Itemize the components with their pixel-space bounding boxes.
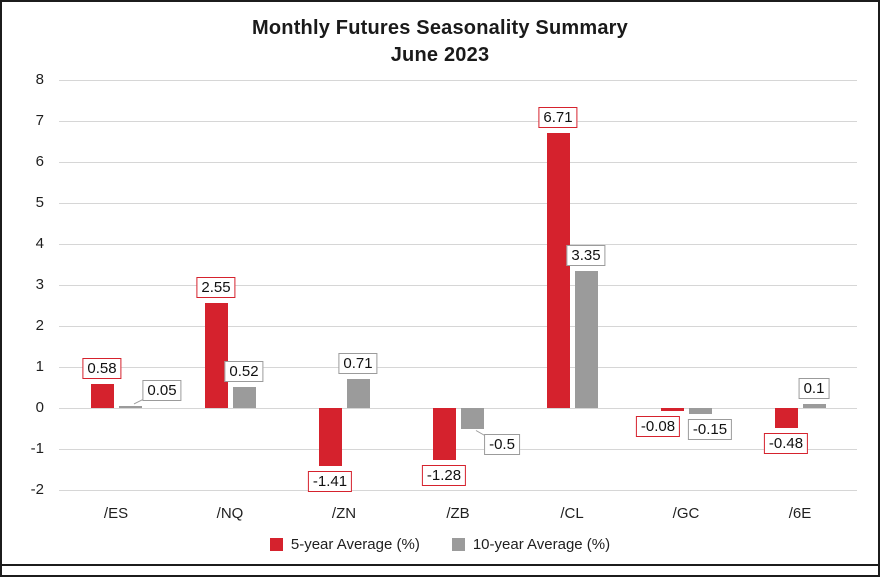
- data-label: 0.58: [82, 358, 122, 380]
- y-axis-tick-label: -1: [30, 440, 44, 457]
- x-axis-category-label: /NQ: [216, 505, 244, 522]
- gridline: [59, 449, 857, 450]
- gridline: [59, 490, 857, 491]
- bar-5-year-cl: [546, 132, 570, 408]
- data-label: -1.28: [421, 465, 467, 487]
- bar-10-year-zn: [346, 378, 370, 408]
- y-axis-tick-label: 2: [35, 317, 44, 334]
- bar-10-year-nq: [232, 386, 256, 408]
- gridline: [59, 326, 857, 327]
- bar-5-year-es: [90, 384, 114, 408]
- data-label: 3.35: [566, 244, 606, 266]
- x-axis-category-label: /CL: [560, 505, 584, 522]
- x-axis-category-label: /ES: [103, 505, 129, 522]
- gridline: [59, 285, 857, 286]
- y-axis-tick-label: 3: [35, 276, 44, 293]
- data-label: -0.48: [763, 432, 809, 454]
- legend-label: 5-year Average (%): [290, 536, 420, 553]
- data-label: 0.71: [338, 352, 378, 374]
- gridline: [59, 367, 857, 368]
- data-label: -1.41: [307, 470, 353, 492]
- bar-5-year-nq: [204, 303, 228, 408]
- y-axis-tick-label: 8: [35, 71, 44, 88]
- chart-title-line1: Monthly Futures Seasonality Summary: [252, 17, 628, 39]
- bottom-divider: [2, 564, 878, 566]
- chart-title-line2: June 2023: [390, 44, 490, 66]
- chart-title: Monthly Futures Seasonality Summary June…: [2, 15, 878, 69]
- y-axis-tick-label: 4: [35, 235, 44, 252]
- x-axis-category-label: /ZB: [446, 505, 470, 522]
- x-axis-category-label: /6E: [788, 505, 812, 522]
- bar-10-year-zb: [460, 408, 484, 429]
- y-axis-tick-label: 0: [35, 399, 44, 416]
- y-axis-tick-label: -2: [30, 481, 44, 498]
- legend-swatch: [451, 538, 465, 551]
- y-axis-tick-label: 5: [35, 194, 44, 211]
- data-label: -0.08: [635, 416, 681, 438]
- bar-5-year-gc: [660, 408, 684, 412]
- bar-10-year-6e: [802, 403, 826, 408]
- data-label: 0.52: [224, 360, 264, 382]
- gridline: [59, 244, 857, 245]
- legend-item: 5-year Average (%): [269, 536, 420, 553]
- y-axis-tick-label: 1: [35, 358, 44, 375]
- y-axis-tick-label: 7: [35, 112, 44, 129]
- legend: 5-year Average (%) 10-year Average (%): [2, 536, 878, 553]
- x-axis-category-label: /ZN: [331, 505, 357, 522]
- data-label: 2.55: [196, 277, 236, 299]
- gridline: [59, 80, 857, 81]
- legend-item: 10-year Average (%): [451, 536, 611, 553]
- bar-10-year-es: [118, 405, 142, 408]
- data-label: 6.71: [538, 106, 578, 128]
- plot-area: 0.58 0.05 2.55 0.52 -1.41 0.71 -1.28 -0.5 6.71 3.…: [59, 80, 857, 492]
- gridline: [59, 203, 857, 204]
- data-label: -0.15: [687, 419, 733, 441]
- legend-swatch: [269, 538, 283, 551]
- bar-5-year-zn: [318, 408, 342, 466]
- bar-10-year-gc: [688, 408, 712, 415]
- y-axis-tick-label: 6: [35, 153, 44, 170]
- gridline: [59, 408, 857, 409]
- bar-5-year-zb: [432, 408, 456, 461]
- gridline: [59, 121, 857, 122]
- data-label: 0.05: [142, 379, 182, 401]
- x-axis-category-label: /GC: [672, 505, 700, 522]
- bar-5-year-6e: [774, 408, 798, 428]
- legend-label: 10-year Average (%): [472, 536, 611, 553]
- bar-10-year-cl: [574, 270, 598, 408]
- gridline: [59, 162, 857, 163]
- data-label: 0.1: [798, 377, 830, 399]
- data-label: -0.5: [484, 433, 520, 455]
